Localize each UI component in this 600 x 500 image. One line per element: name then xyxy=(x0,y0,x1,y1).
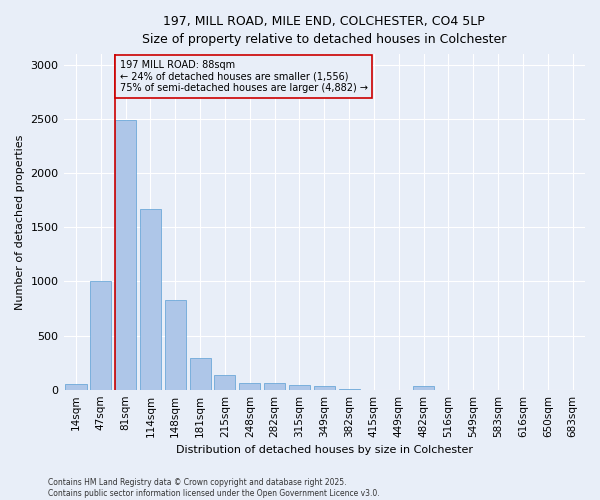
Title: 197, MILL ROAD, MILE END, COLCHESTER, CO4 5LP
Size of property relative to detac: 197, MILL ROAD, MILE END, COLCHESTER, CO… xyxy=(142,15,506,46)
Bar xyxy=(413,386,434,390)
Text: 197 MILL ROAD: 88sqm
← 24% of detached houses are smaller (1,556)
75% of semi-de: 197 MILL ROAD: 88sqm ← 24% of detached h… xyxy=(119,60,368,92)
Bar xyxy=(90,282,112,390)
Bar xyxy=(214,374,235,390)
Bar xyxy=(190,358,211,390)
Bar xyxy=(165,300,186,390)
Bar xyxy=(338,388,359,390)
Bar xyxy=(65,384,86,390)
Bar xyxy=(239,382,260,390)
Bar xyxy=(289,385,310,390)
Text: Contains HM Land Registry data © Crown copyright and database right 2025.
Contai: Contains HM Land Registry data © Crown c… xyxy=(48,478,380,498)
Bar xyxy=(264,383,285,390)
Bar xyxy=(140,209,161,390)
Bar xyxy=(314,386,335,390)
X-axis label: Distribution of detached houses by size in Colchester: Distribution of detached houses by size … xyxy=(176,445,473,455)
Bar xyxy=(115,120,136,390)
Y-axis label: Number of detached properties: Number of detached properties xyxy=(15,134,25,310)
